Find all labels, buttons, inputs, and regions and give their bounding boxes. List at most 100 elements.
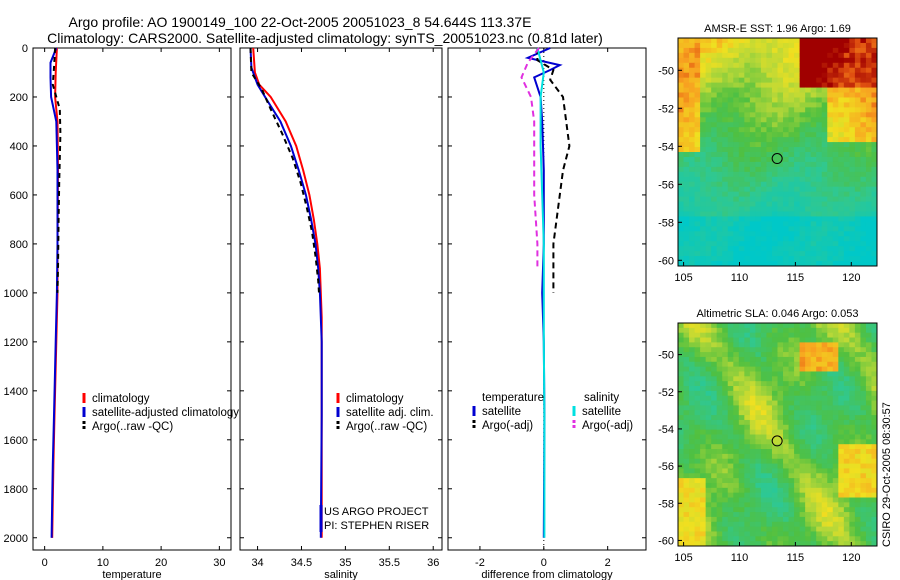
sla-map-cell [849, 468, 856, 474]
sla-map-cell [854, 512, 861, 518]
sla-map-cell [838, 516, 845, 523]
sla-map-cell [799, 352, 806, 358]
amsre-map-cell [766, 107, 773, 113]
sla-map-cell [816, 478, 823, 484]
amsre-map-cell [738, 221, 745, 227]
amsre-map-cell [799, 236, 806, 242]
sla-map-cell [760, 497, 767, 503]
amsre-map-cell [733, 256, 740, 262]
amsre-map-cell [689, 107, 695, 113]
sla-map-cell [843, 376, 850, 382]
amsre-map-cell [865, 87, 872, 93]
sla-map-cell [788, 332, 795, 338]
sla-map-cell [860, 439, 867, 445]
amsre-map-cell [733, 137, 740, 143]
sla-map-cell [810, 502, 817, 508]
sla-map-cell [827, 439, 834, 445]
amsre-map-cell [744, 261, 751, 267]
sla-map-cell [788, 395, 795, 401]
amsre-map-cell [771, 132, 778, 138]
amsre-map-cell [832, 82, 839, 88]
amsre-map-cell [711, 72, 718, 79]
amsre-map-cell [700, 156, 707, 163]
amsre-map-cell [716, 107, 723, 113]
amsre-map-cell [771, 201, 778, 207]
sla-map-cell [871, 492, 878, 498]
sla-map-cell [827, 516, 834, 523]
amsre-map-cell [722, 112, 729, 118]
amsre-map-cell [799, 191, 806, 198]
sla-map-cell [777, 497, 784, 503]
sla-map-cell [865, 439, 872, 445]
amsre-map-cell [760, 42, 767, 49]
amsre-map-cell [788, 92, 795, 98]
sla-map-cell [683, 531, 690, 537]
amsre-map-cell [733, 72, 740, 79]
sla-map-cell [711, 516, 718, 523]
amsre-map-cell [816, 67, 823, 74]
sla-map-cell [683, 419, 690, 426]
amsre-map-cell [744, 112, 751, 118]
amsre-map-cell [849, 72, 856, 79]
amsre-map-cell [854, 241, 861, 247]
amsre-map-cell [755, 261, 762, 267]
amsre-map-cell [821, 246, 828, 252]
amsre-map-cell [843, 62, 850, 69]
sla-map-cell [832, 478, 839, 484]
sla-map-cell [777, 521, 784, 528]
amsre-map-cell [755, 142, 762, 148]
amsre-map-cell [744, 77, 751, 84]
amsre-map-cell [838, 181, 845, 188]
amsre-map-cell [760, 147, 767, 153]
amsre-map-cell [727, 72, 734, 79]
sla-map-cell [827, 507, 834, 513]
amsre-map-cell [794, 82, 801, 88]
sla-map-cell [755, 468, 762, 474]
sla-map-cell [749, 361, 756, 368]
sla-map-cell [700, 395, 707, 401]
sla-map-cell [727, 376, 734, 382]
amsre-map-cell [678, 201, 684, 207]
sla-map-cell [771, 371, 778, 377]
sla-map-cell [838, 332, 845, 338]
sla-map-cell [711, 468, 718, 474]
amsre-map-cell [821, 42, 828, 49]
amsre-map-cell [733, 107, 740, 113]
amsre-map-cell [760, 127, 767, 133]
sla-map-cell [733, 419, 740, 426]
sla-map-cell [865, 458, 872, 464]
amsre-map-cell [777, 166, 784, 173]
amsre-map-cell [727, 166, 734, 173]
amsre-map-cell [683, 67, 690, 74]
amsre-map-cell [788, 256, 795, 262]
amsre-map-cell [744, 201, 751, 207]
sla-map-cell [821, 405, 828, 411]
amsre-map-cell [705, 196, 712, 202]
sla-map-cell [827, 521, 834, 528]
amsre-map-cell [849, 181, 856, 188]
sla-map-cell [722, 444, 729, 450]
amsre-map-cell [749, 241, 756, 247]
amsre-map-cell [683, 186, 690, 193]
amsre-map-cell [799, 161, 806, 168]
sla-map-cell [766, 497, 773, 503]
amsre-map-cell [832, 206, 839, 212]
amsre-map-cell [738, 112, 745, 118]
amsre-map-cell [849, 171, 856, 178]
sla-map-cell [700, 342, 707, 348]
sla-map-cell [733, 356, 740, 363]
sla-map-cell [711, 512, 718, 518]
amsre-map-cell [805, 176, 812, 183]
sla-map-cell [838, 526, 845, 532]
amsre-map-cell [849, 82, 856, 88]
sla-map-cell [816, 502, 823, 508]
sla-map-cell [766, 439, 773, 445]
amsre-map-cell [738, 171, 745, 178]
sla-map-cell [683, 463, 690, 469]
amsre-map-cell [738, 97, 745, 103]
sla-map-cell [843, 352, 850, 358]
amsre-map-cell [689, 47, 695, 54]
amsre-map-cell [689, 246, 695, 252]
sla-map-cell [832, 444, 839, 450]
amsre-map-cell [849, 206, 856, 212]
